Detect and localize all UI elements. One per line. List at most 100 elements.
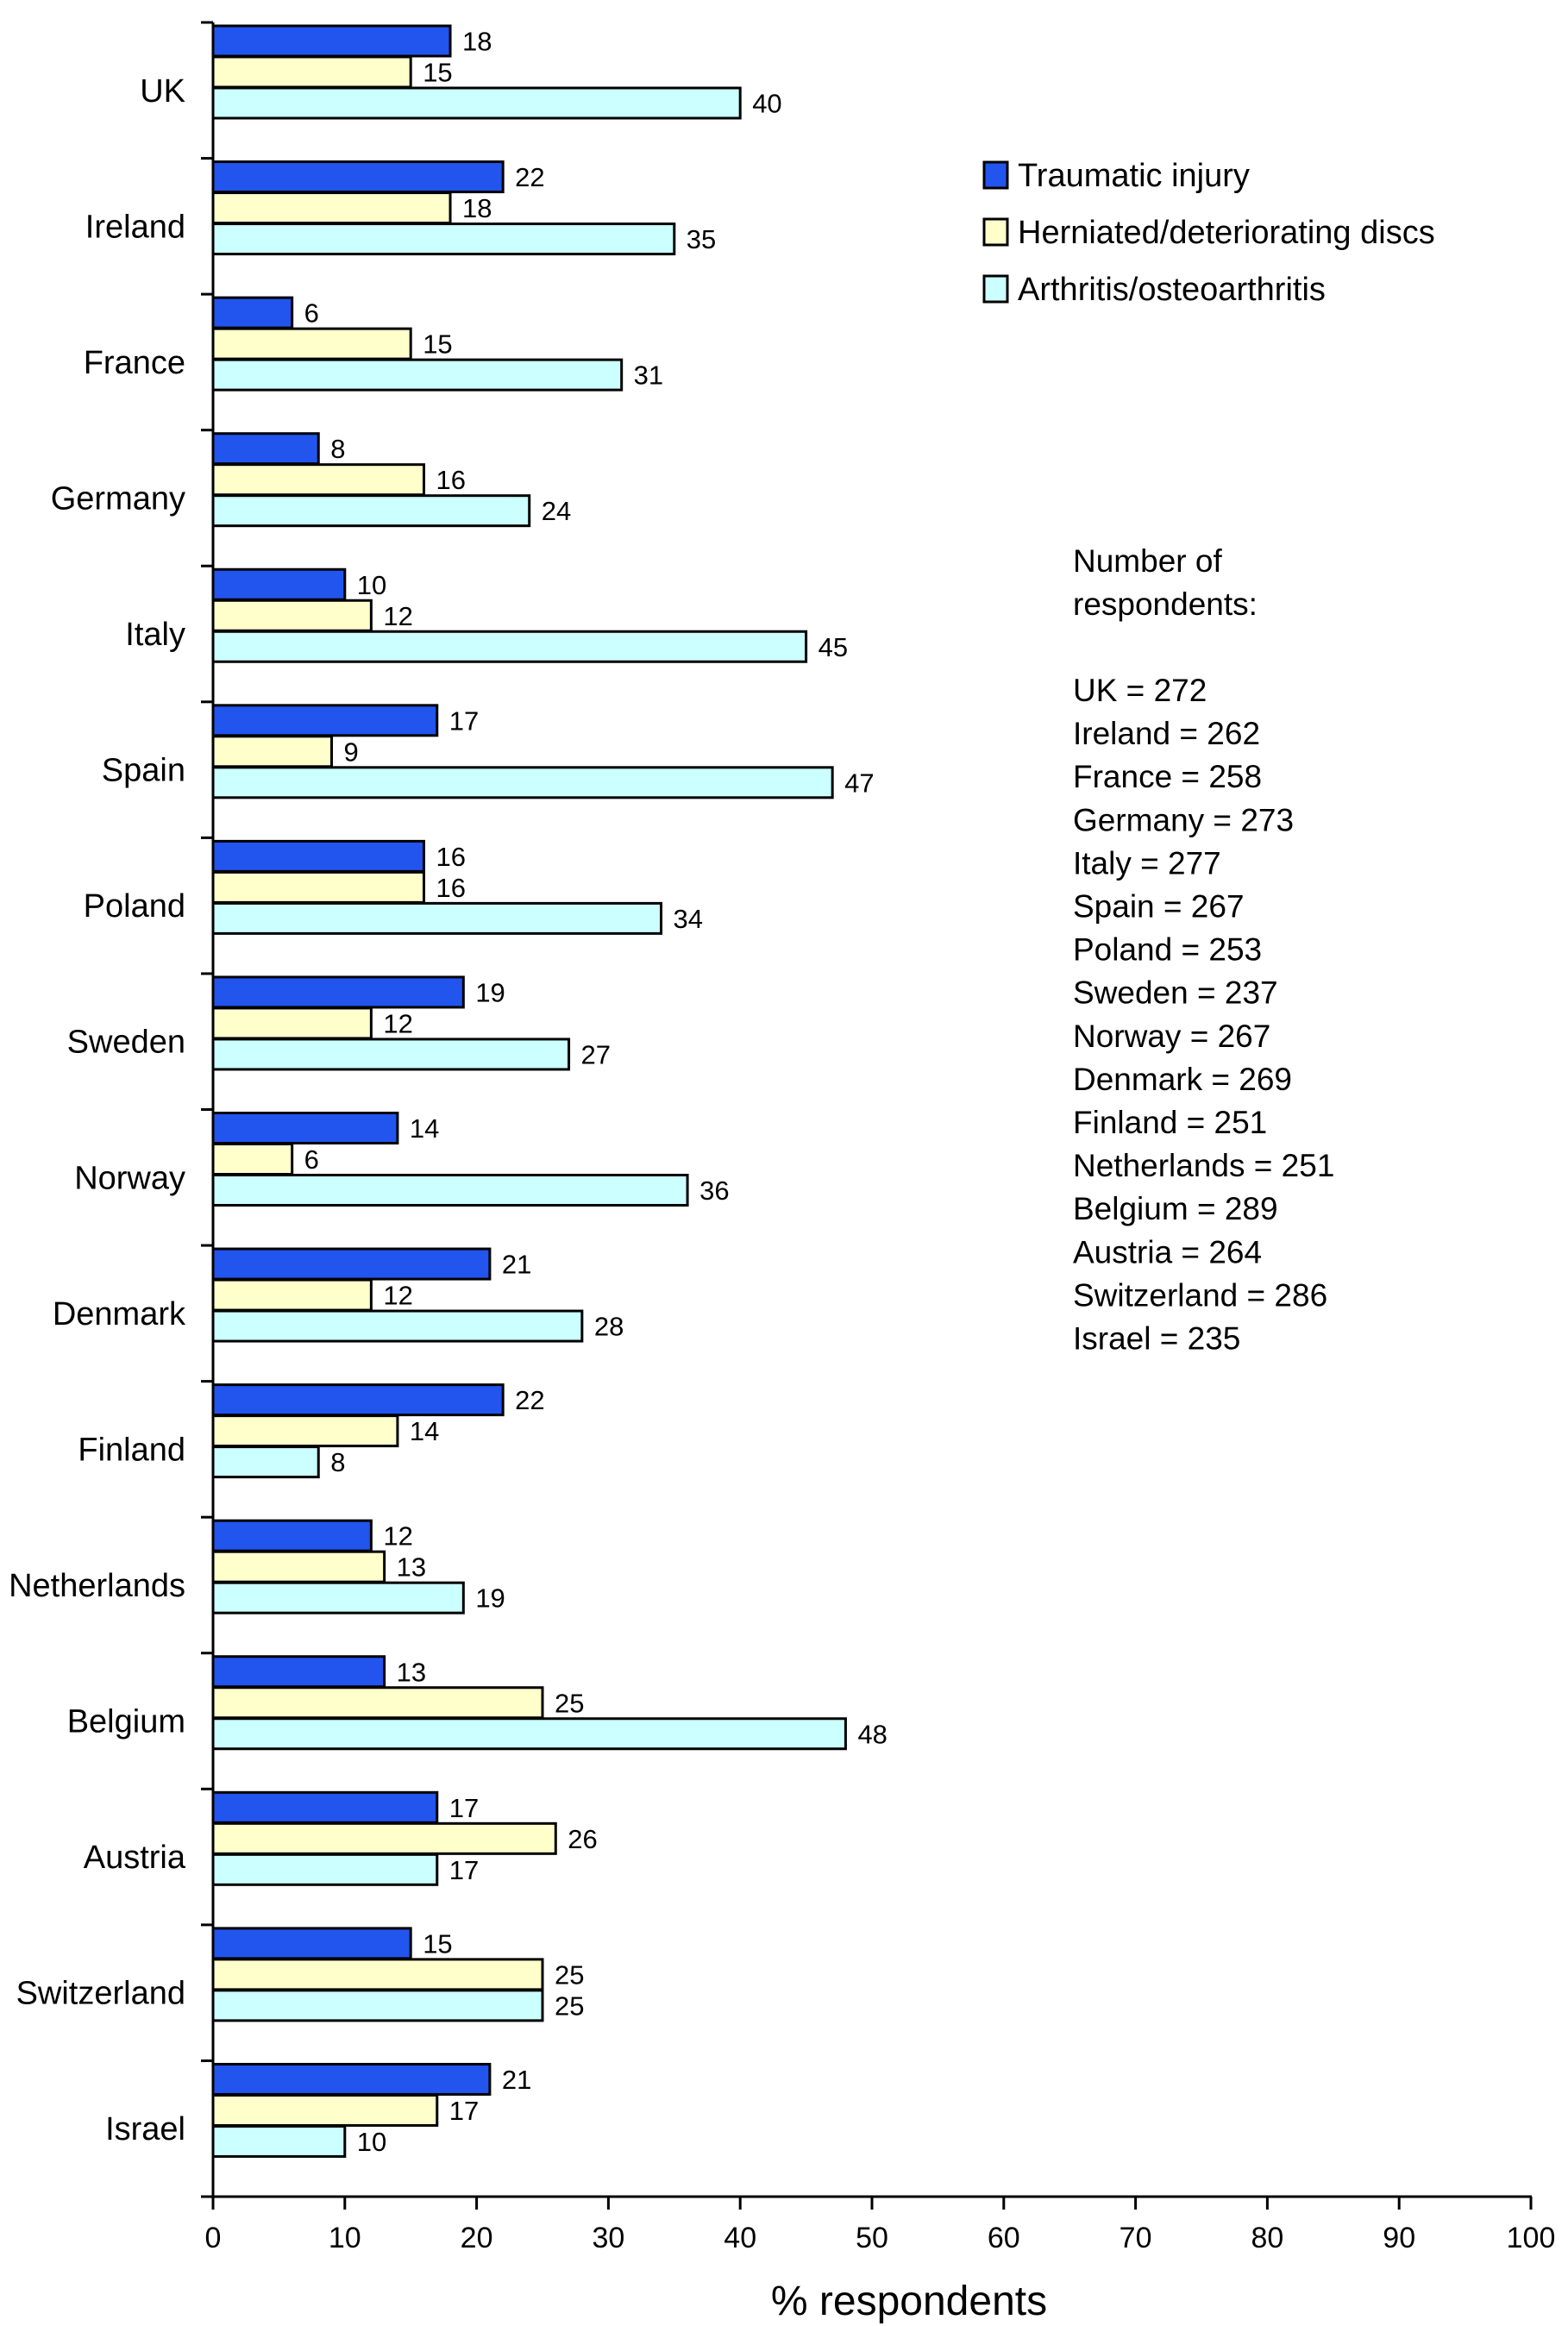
respondents-count-germany: Germany = 273 bbox=[1073, 802, 1294, 837]
value-label-netherlands-arthritis-osteoarthritis: 19 bbox=[475, 1583, 505, 1614]
respondents-note-title: Number of bbox=[1073, 543, 1222, 579]
bar-france-arthritis-osteoarthritis bbox=[211, 358, 624, 392]
x-tick-label-40: 40 bbox=[724, 2222, 756, 2254]
respondents-count-belgium: Belgium = 289 bbox=[1073, 1191, 1278, 1226]
respondents-count-norway: Norway = 267 bbox=[1073, 1019, 1270, 1054]
respondents-count-netherlands: Netherlands = 251 bbox=[1073, 1148, 1334, 1183]
bar-israel-arthritis-osteoarthritis bbox=[211, 2124, 347, 2158]
category-label-israel: Israel bbox=[105, 2111, 185, 2147]
bar-ireland-arthritis-osteoarthritis bbox=[211, 223, 676, 256]
bar-france-traumatic-injury bbox=[211, 296, 294, 329]
value-label-switzerland-arthritis-osteoarthritis: 25 bbox=[555, 1991, 584, 2021]
category-label-spain: Spain bbox=[102, 753, 185, 789]
bar-switzerland-traumatic-injury bbox=[211, 1927, 412, 1960]
category-label-poland: Poland bbox=[84, 888, 185, 925]
bar-uk-herniated-deteriorating-discs bbox=[211, 55, 412, 89]
bar-sweden-herniated-deteriorating-discs bbox=[211, 1006, 373, 1040]
bar-denmark-traumatic-injury bbox=[211, 1247, 492, 1281]
value-label-netherlands-traumatic-injury: 12 bbox=[383, 1521, 412, 1552]
respondents-count-poland: Poland = 253 bbox=[1073, 932, 1262, 968]
bar-norway-traumatic-injury bbox=[211, 1112, 399, 1144]
value-label-denmark-herniated-deteriorating-discs: 12 bbox=[383, 1281, 412, 1311]
x-tick-label-100: 100 bbox=[1507, 2222, 1556, 2254]
x-tick-label-10: 10 bbox=[329, 2222, 361, 2254]
respondents-count-austria: Austria = 264 bbox=[1073, 1234, 1262, 1270]
value-label-uk-herniated-deteriorating-discs: 15 bbox=[423, 58, 452, 88]
respondents-count-france: France = 258 bbox=[1073, 759, 1262, 794]
category-label-sweden: Sweden bbox=[67, 1025, 185, 1061]
value-label-norway-herniated-deteriorating-discs: 6 bbox=[304, 1144, 319, 1175]
bar-italy-arthritis-osteoarthritis bbox=[211, 630, 808, 663]
category-label-ireland: Ireland bbox=[85, 209, 185, 245]
value-label-poland-arthritis-osteoarthritis: 34 bbox=[674, 904, 703, 934]
bar-austria-herniated-deteriorating-discs bbox=[211, 1821, 557, 1855]
legend-label-herniated-deteriorating-discs: Herniated/deteriorating discs bbox=[1018, 215, 1435, 251]
bar-uk-traumatic-injury bbox=[211, 24, 452, 58]
value-label-sweden-herniated-deteriorating-discs: 12 bbox=[383, 1008, 412, 1038]
value-label-ireland-traumatic-injury: 22 bbox=[515, 162, 544, 192]
category-label-uk: UK bbox=[140, 73, 185, 110]
bar-poland-traumatic-injury bbox=[211, 839, 425, 873]
bar-spain-arthritis-osteoarthritis bbox=[211, 766, 834, 799]
bar-spain-herniated-deteriorating-discs bbox=[211, 735, 334, 768]
respondents-note: Number of respondents: UK = 272 Ireland = 2… bbox=[1073, 543, 1334, 1357]
legend-label-traumatic-injury: Traumatic injury bbox=[1018, 158, 1250, 194]
bar-israel-traumatic-injury bbox=[211, 2062, 492, 2096]
value-label-austria-herniated-deteriorating-discs: 26 bbox=[568, 1824, 597, 1854]
bar-israel-herniated-deteriorating-discs bbox=[211, 2093, 439, 2127]
value-label-germany-traumatic-injury: 8 bbox=[330, 434, 345, 464]
bar-spain-traumatic-injury bbox=[211, 704, 439, 737]
legend-swatch-traumatic-injury bbox=[982, 160, 1009, 190]
respondents-count-sweden: Sweden = 237 bbox=[1073, 975, 1278, 1011]
value-label-switzerland-herniated-deteriorating-discs: 25 bbox=[555, 1959, 584, 1990]
respondents-count-switzerland: Switzerland = 286 bbox=[1073, 1277, 1327, 1313]
bar-ireland-traumatic-injury bbox=[211, 160, 505, 194]
category-label-italy: Italy bbox=[125, 617, 185, 653]
value-label-norway-traumatic-injury: 14 bbox=[410, 1113, 439, 1144]
bar-finland-traumatic-injury bbox=[211, 1383, 505, 1417]
value-label-sweden-traumatic-injury: 19 bbox=[475, 977, 505, 1007]
value-label-uk-arthritis-osteoarthritis: 40 bbox=[752, 89, 781, 119]
x-tick-label-20: 20 bbox=[461, 2222, 493, 2254]
x-axis-title: % respondents bbox=[771, 2279, 1047, 2324]
x-tick-label-60: 60 bbox=[988, 2222, 1020, 2254]
value-label-ireland-arthritis-osteoarthritis: 35 bbox=[687, 224, 716, 254]
value-label-italy-arthritis-osteoarthritis: 45 bbox=[818, 632, 848, 662]
value-label-spain-arthritis-osteoarthritis: 47 bbox=[844, 768, 874, 798]
value-label-germany-arthritis-osteoarthritis: 24 bbox=[542, 496, 571, 526]
respondents-count-uk: UK = 272 bbox=[1073, 673, 1207, 708]
value-label-belgium-traumatic-injury: 13 bbox=[397, 1657, 426, 1687]
value-label-austria-traumatic-injury: 17 bbox=[449, 1793, 479, 1823]
bar-belgium-arthritis-osteoarthritis bbox=[211, 1717, 847, 1751]
respondents-count-ireland: Ireland = 262 bbox=[1073, 716, 1260, 751]
bar-italy-herniated-deteriorating-discs bbox=[211, 599, 373, 632]
value-label-spain-traumatic-injury: 17 bbox=[449, 705, 479, 736]
value-label-belgium-herniated-deteriorating-discs: 25 bbox=[555, 1688, 584, 1718]
respondents-count-italy: Italy = 277 bbox=[1073, 845, 1221, 881]
respondents-note-title: respondents: bbox=[1073, 586, 1258, 622]
value-label-france-herniated-deteriorating-discs: 15 bbox=[423, 329, 452, 360]
x-tick-label-30: 30 bbox=[592, 2222, 624, 2254]
bar-netherlands-arthritis-osteoarthritis bbox=[211, 1581, 465, 1614]
respondents-count-denmark: Denmark = 269 bbox=[1073, 1062, 1292, 1097]
bar-poland-herniated-deteriorating-discs bbox=[211, 870, 425, 904]
axes-layer bbox=[201, 21, 1533, 2210]
bar-germany-arthritis-osteoarthritis bbox=[211, 494, 531, 528]
value-label-austria-arthritis-osteoarthritis: 17 bbox=[449, 1855, 479, 1885]
x-tick-label-80: 80 bbox=[1251, 2222, 1283, 2254]
value-label-switzerland-traumatic-injury: 15 bbox=[423, 1928, 452, 1959]
respondents-count-spain: Spain = 267 bbox=[1073, 889, 1245, 925]
value-label-finland-traumatic-injury: 22 bbox=[515, 1385, 544, 1415]
value-label-netherlands-herniated-deteriorating-discs: 13 bbox=[397, 1552, 426, 1583]
category-label-denmark: Denmark bbox=[53, 1296, 186, 1332]
bar-uk-arthritis-osteoarthritis bbox=[211, 86, 742, 120]
bar-switzerland-arthritis-osteoarthritis bbox=[211, 1989, 544, 2022]
bar-austria-traumatic-injury bbox=[211, 1790, 439, 1824]
value-label-france-traumatic-injury: 6 bbox=[304, 298, 319, 329]
bar-austria-arthritis-osteoarthritis bbox=[211, 1853, 439, 1886]
category-label-switzerland: Switzerland bbox=[16, 1976, 185, 2012]
bars-layer bbox=[211, 24, 847, 2158]
value-label-sweden-arthritis-osteoarthritis: 27 bbox=[581, 1039, 611, 1069]
bar-finland-arthritis-osteoarthritis bbox=[211, 1445, 320, 1479]
